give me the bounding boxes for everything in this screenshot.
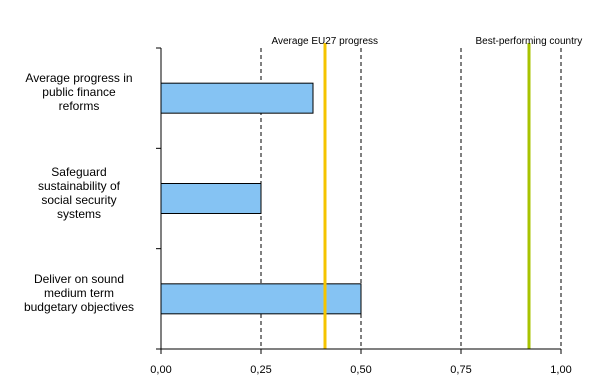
category-label-0-line-1: public finance — [42, 85, 116, 100]
category-label-1-line-3: systems — [56, 206, 101, 221]
category-label-1: Safeguard sustainability of social securit… — [4, 165, 154, 221]
x-tick-label-1: 0,25 — [250, 364, 271, 376]
reference-line-label-0: Average EU27 progress — [271, 36, 379, 47]
category-label-1-line-1: sustainability of — [37, 178, 121, 193]
category-label-0-line-0: Average progress in — [25, 71, 133, 86]
category-label-0: Average progress in public finance reforms — [4, 71, 154, 113]
bar-1 — [160, 183, 262, 214]
x-tick-label-4: 1,00 — [550, 364, 571, 376]
category-label-2-line-1: medium term — [43, 285, 114, 300]
category-label-2-line-2: budgetary objectives — [23, 299, 135, 314]
x-tick-label-3: 0,75 — [450, 364, 471, 376]
bar-0 — [160, 82, 314, 114]
bar-2 — [160, 283, 362, 315]
category-label-1-line-0: Safeguard — [51, 164, 107, 179]
category-label-2: Deliver on sound medium term budgetary obj… — [4, 272, 154, 314]
reference-line-label-1: Best-performing country — [475, 36, 583, 47]
x-tick-label-2: 0,50 — [350, 364, 371, 376]
category-label-0-line-2: reforms — [58, 99, 100, 114]
category-label-1-line-2: social security — [41, 192, 117, 207]
category-label-2-line-0: Deliver on sound — [33, 271, 125, 286]
x-tick-label-0: 0,00 — [150, 364, 171, 376]
